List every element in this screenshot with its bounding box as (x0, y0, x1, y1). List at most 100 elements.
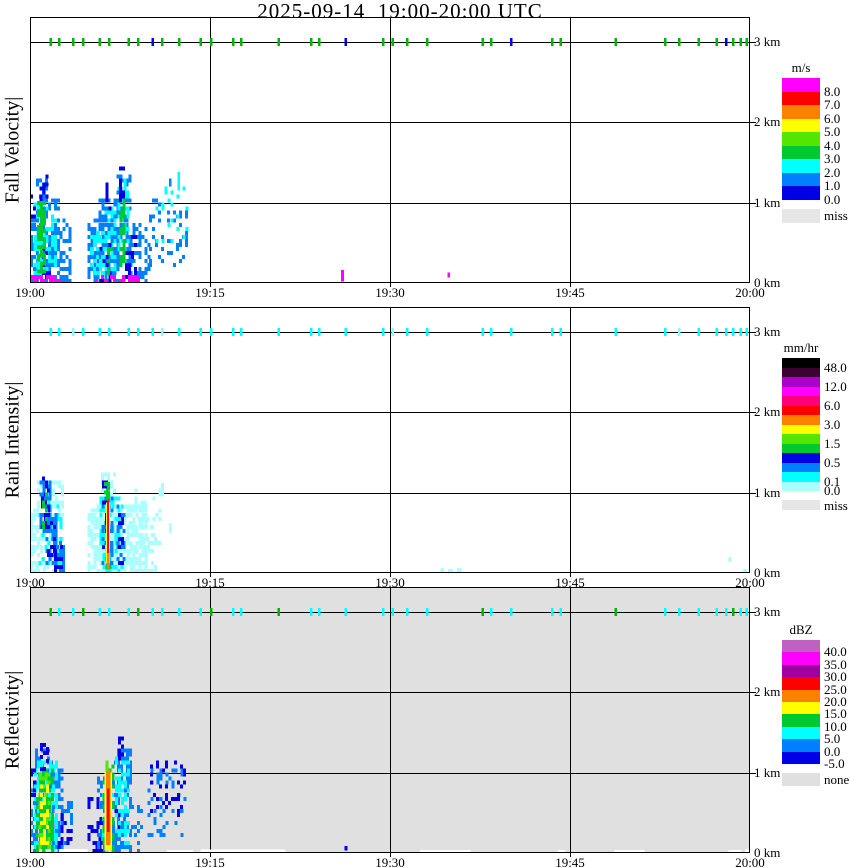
y-tick-label: 0 km (754, 845, 781, 860)
x-tick-label: 20:00 (735, 285, 765, 300)
colorbar-title-mmhr: mm/hr (783, 340, 819, 355)
colorbar-swatch (782, 358, 820, 368)
colorbar-swatch (782, 689, 820, 702)
y-axis-label-reflectivity: Reflectivity| (1, 670, 24, 770)
x-tick-mark (210, 283, 211, 287)
y-tick-mark (750, 493, 756, 494)
colorbar-tick-label: 7.0 (824, 97, 841, 112)
colorbar-swatch (782, 415, 820, 425)
colorbar-tick-label: 35.0 (824, 656, 847, 672)
rain-intensity-heatmap (30, 307, 750, 573)
colorbar-swatch (782, 118, 820, 132)
colorbar-swatch (782, 377, 820, 387)
colorbar-swatch (782, 186, 820, 200)
colorbar-swatch (782, 396, 820, 406)
colorbar-swatch (782, 739, 820, 752)
colorbar-tick-label: 6.0 (824, 110, 841, 126)
y-tick-label: 2 km (754, 684, 781, 700)
colorbar-tick-label: 1.5 (824, 435, 841, 451)
colorbar-tick-label: 15.0 (824, 706, 847, 722)
y-tick-label: 3 km (754, 324, 781, 339)
colorbar-swatch (782, 453, 820, 463)
colorbar-swatch (782, 664, 820, 678)
colorbar-tick-label: 5.0 (824, 124, 841, 139)
x-tick-label: 19:00 (15, 855, 45, 868)
y-tick-label: 3 km (754, 604, 781, 619)
colorbar-swatch (782, 702, 820, 715)
y-axis-label-rain-intensity: Rain Intensity| (1, 381, 24, 499)
x-tick-mark (390, 853, 391, 857)
colorbar-missing-swatch (782, 208, 820, 223)
x-tick-label: 20:00 (735, 855, 765, 868)
y-tick-label: 2 km (754, 114, 781, 130)
x-tick-mark (390, 283, 391, 287)
colorbar-title-dBZ: dBZ (789, 622, 813, 637)
y-tick-label: 1 km (754, 194, 781, 210)
colorbar-swatch (782, 462, 820, 472)
colorbar-tick-label: 12.0 (824, 378, 847, 394)
colorbar-tick-label: 30.0 (824, 669, 847, 685)
y-tick-label: 0 km (754, 565, 781, 580)
colorbar-swatch (782, 640, 820, 653)
colorbar-tick-label: 1.0 (824, 178, 841, 193)
y-tick-mark (750, 773, 756, 774)
colorbar-swatch (782, 677, 820, 690)
colorbar-tick-label: 0.0 (824, 483, 841, 498)
colorbar-missing-label: miss (824, 208, 848, 224)
y-tick-mark (750, 122, 756, 123)
colorbar-swatch (782, 652, 820, 665)
colorbar-swatch (782, 132, 820, 146)
x-tick-label: 19:30 (375, 575, 405, 590)
colorbar-swatch (782, 443, 820, 453)
colorbar-swatch (782, 172, 820, 186)
colorbar-swatch (782, 91, 820, 105)
x-tick-mark (570, 853, 571, 857)
colorbar-swatch (782, 105, 820, 119)
colorbar-swatch (782, 159, 820, 173)
y-tick-mark (750, 332, 756, 333)
x-tick-label: 19:00 (15, 285, 45, 300)
y-tick-label: 2 km (754, 404, 781, 420)
colorbar-missing-label: miss (824, 497, 848, 513)
colorbar-swatch (782, 367, 820, 377)
colorbar-tick-label: 4.0 (824, 137, 841, 153)
colorbar-tick-label: 0.1 (824, 473, 841, 489)
y-tick-label: 3 km (754, 34, 781, 49)
x-tick-label: 19:15 (195, 285, 225, 300)
colorbar-swatch (782, 424, 820, 434)
x-tick-label: 20:00 (735, 575, 765, 590)
colorbar-tick-label: 0.5 (824, 454, 841, 470)
colorbar-tick-label: 6.0 (824, 397, 841, 413)
colorbar-swatch (782, 78, 820, 92)
y-axis-label-fall-velocity: Fall Velocity| (1, 96, 24, 204)
x-tick-label: 19:15 (195, 855, 225, 868)
x-tick-label: 19:45 (555, 285, 585, 300)
x-tick-label: 19:00 (15, 575, 45, 590)
colorbar-tick-label: 20.0 (824, 694, 847, 709)
colorbar-swatch (782, 145, 820, 159)
colorbar-missing-swatch (782, 500, 820, 510)
colorbar-missing-swatch (782, 773, 820, 787)
x-tick-mark (210, 853, 211, 857)
y-tick-label: 1 km (754, 484, 781, 500)
colorbar-tick-label: 40.0 (824, 644, 847, 660)
colorbar-missing-label: none (824, 772, 850, 788)
colorbar-swatch (782, 751, 820, 764)
fall-velocity-heatmap (30, 17, 750, 283)
y-tick-mark (750, 412, 756, 413)
x-tick-label: 19:15 (195, 575, 225, 590)
x-tick-mark (570, 283, 571, 287)
y-tick-label: 1 km (754, 764, 781, 780)
reflectivity-heatmap (30, 587, 750, 853)
colorbar-tick-label: 5.0 (824, 731, 841, 747)
colorbar-tick-label: 3.0 (824, 151, 841, 166)
colorbar-tick-label: 2.0 (824, 164, 841, 180)
x-tick-mark (570, 573, 571, 577)
y-tick-mark (750, 203, 756, 204)
x-tick-label: 19:45 (555, 575, 585, 590)
colorbar-swatch (782, 472, 820, 482)
x-tick-label: 19:45 (555, 855, 585, 868)
colorbar-tick-label: 10.0 (824, 718, 847, 734)
y-tick-mark (750, 692, 756, 693)
